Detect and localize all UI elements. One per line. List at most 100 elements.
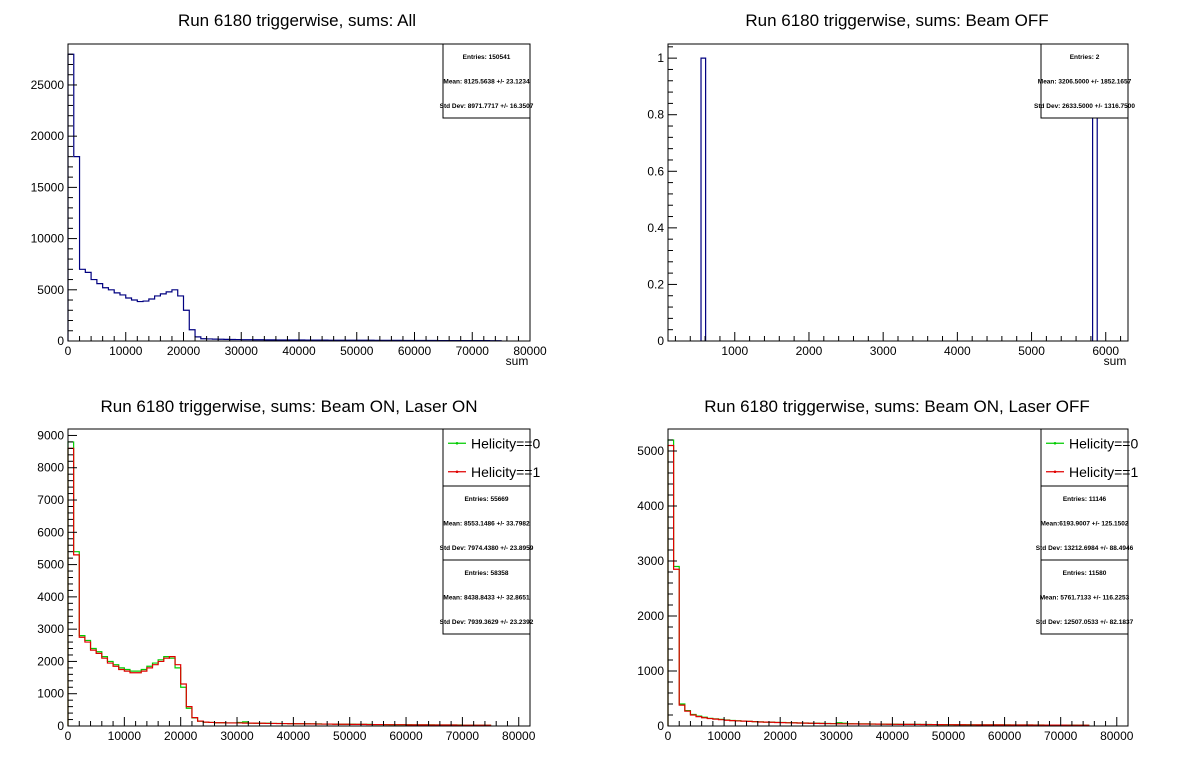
x-tick-label: 0 <box>665 729 672 743</box>
y-tick-label: 0.2 <box>647 277 664 291</box>
y-axis: 0 5000 10000 15000 20000 25000 <box>31 43 77 348</box>
y-tick-label: 0.6 <box>647 164 664 178</box>
legend-label: Helicity==0 <box>1069 435 1138 451</box>
x-tick-label: 40000 <box>876 729 910 743</box>
x-tick-label: 20000 <box>167 344 201 358</box>
y-tick-label: 0 <box>57 719 64 733</box>
x-tick-label: 60000 <box>988 729 1022 743</box>
x-tick-label: 50000 <box>340 344 374 358</box>
x-tick-label: 60000 <box>398 344 432 358</box>
legend-label: Helicity==0 <box>471 435 540 451</box>
stats-box-1: Entries: 150541 Mean: 8125.5638 +/- 23.12… <box>440 43 534 119</box>
x-tick-label: 50000 <box>333 729 367 743</box>
stats-line: Mean: 5761.7133 +/- 116.2253 <box>1040 595 1130 602</box>
stats-box-1: Entries: 2 Mean: 3206.5000 +/- 1852.1657 S… <box>1034 43 1135 119</box>
y-tick-label: 9000 <box>37 428 64 442</box>
y-tick-label: 0.4 <box>647 221 664 235</box>
x-tick-label: 30000 <box>820 729 854 743</box>
histogram-panel-3: Run 6180 triggerwise, sums: Beam ON, Las… <box>37 397 540 743</box>
stats-line: Std Dev: 2633.5000 +/- 1316.7500 <box>1034 103 1135 110</box>
x-tick-label: 30000 <box>225 344 259 358</box>
legend-marker <box>1053 441 1057 445</box>
y-tick-label: 0 <box>57 334 64 348</box>
x-tick-label: 70000 <box>1044 729 1078 743</box>
y-tick-label: 4000 <box>637 499 664 513</box>
y-tick-label: 3000 <box>37 622 64 636</box>
legend: Helicity==0 Helicity==1 <box>442 428 540 487</box>
legend-marker <box>455 470 459 474</box>
x-tick-label: 80000 <box>513 344 547 358</box>
y-axis: 0 1000 2000 3000 4000 5000 6000 7000 8000 9000 <box>37 428 77 733</box>
legend-marker <box>455 441 459 445</box>
stats-box-1: Entries: 55669 Mean: 8553.1486 +/- 33.798… <box>440 485 534 561</box>
stats-box-1: Entries: 11146 Mean:6193.9007 +/- 125.150… <box>1036 485 1134 561</box>
histogram-series-group <box>67 441 492 726</box>
histogram-series-1 <box>67 53 502 342</box>
x-tick-label: 60000 <box>389 729 423 743</box>
x-axis: 1000 2000 3000 4000 5000 6000 <box>674 332 1122 358</box>
x-tick-label: 20000 <box>764 729 798 743</box>
histogram-series-group <box>667 439 1090 726</box>
legend-marker <box>1053 470 1057 474</box>
x-tick-label: 50000 <box>932 729 966 743</box>
stats-line: Mean: 8125.5638 +/- 23.1234 <box>443 79 530 86</box>
x-tick-label: 20000 <box>164 729 198 743</box>
stats-box-frame <box>442 559 531 635</box>
histogram-series-1 <box>67 441 492 726</box>
x-tick-label: 4000 <box>944 344 971 358</box>
y-tick-label: 5000 <box>37 283 64 297</box>
panel-title: Run 6180 triggerwise, sums: Beam OFF <box>745 11 1048 30</box>
histogram-series-2 <box>67 447 492 726</box>
panel-title: Run 6180 triggerwise, sums: Beam ON, Las… <box>704 397 1089 416</box>
histogram-series-group <box>67 53 502 342</box>
y-tick-label: 20000 <box>31 129 65 143</box>
y-tick-label: 1 <box>657 51 664 65</box>
x-tick-label: 5000 <box>1018 344 1045 358</box>
stats-line: Entries: 58358 <box>464 570 508 577</box>
x-axis-label: sum <box>1104 354 1127 368</box>
legend-box <box>442 428 531 487</box>
histogram-panel-1: Run 6180 triggerwise, sums: All 0 10000 200… <box>31 11 547 368</box>
stats-line: Std Dev: 7974.4380 +/- 23.8959 <box>440 545 534 552</box>
x-tick-label: 10000 <box>109 344 143 358</box>
y-tick-label: 6000 <box>37 525 64 539</box>
stats-line: Std Dev: 8971.7717 +/- 16.3507 <box>440 103 534 110</box>
stats-line: Entries: 11146 <box>1063 496 1107 503</box>
stats-line: Mean: 3206.5000 +/- 1852.1657 <box>1038 79 1132 86</box>
x-tick-label: 70000 <box>456 344 490 358</box>
stats-box-frame <box>1040 43 1129 119</box>
y-tick-label: 2000 <box>637 609 664 623</box>
histogram-series-1 <box>700 57 1098 341</box>
y-tick-label: 25000 <box>31 78 65 92</box>
x-tick-label: 6000 <box>1092 344 1119 358</box>
legend-label: Helicity==1 <box>471 464 540 480</box>
stats-line: Mean:6193.9007 +/- 125.1502 <box>1041 521 1129 528</box>
histogram-series-group <box>700 57 1098 341</box>
stats-line: Entries: 55669 <box>464 496 508 503</box>
y-tick-label: 2000 <box>37 654 64 668</box>
panel-title: Run 6180 triggerwise, sums: Beam ON, Las… <box>101 397 478 416</box>
stats-line: Std Dev: 12507.0533 +/- 82.1837 <box>1036 619 1134 626</box>
x-axis-label: sum <box>506 354 529 368</box>
x-tick-label: 80000 <box>502 729 536 743</box>
y-axis: 0 0.2 0.4 0.6 0.8 1 <box>647 46 677 348</box>
y-tick-label: 0 <box>657 719 664 733</box>
x-tick-label: 1000 <box>721 344 748 358</box>
x-axis: 0 10000 20000 30000 40000 50000 60000 70000 8000… <box>65 717 536 743</box>
stats-line: Mean: 8438.8433 +/- 32.8651 <box>443 595 530 602</box>
stats-line: Std Dev: 13212.6984 +/- 88.4946 <box>1036 545 1134 552</box>
stats-line: Entries: 2 <box>1070 54 1100 61</box>
y-tick-label: 7000 <box>37 493 64 507</box>
legend: Helicity==0 Helicity==1 <box>1040 428 1138 487</box>
stats-box-2: Entries: 58358 Mean: 8438.8433 +/- 32.865… <box>440 559 534 635</box>
y-tick-label: 8000 <box>37 461 64 475</box>
y-tick-label: 1000 <box>637 664 664 678</box>
x-tick-label: 80000 <box>1100 729 1134 743</box>
y-tick-label: 0 <box>657 334 664 348</box>
stats-line: Mean: 8553.1486 +/- 33.7982 <box>443 521 530 528</box>
stats-box-frame <box>442 485 531 561</box>
y-tick-label: 4000 <box>37 590 64 604</box>
x-tick-label: 70000 <box>446 729 480 743</box>
y-tick-label: 15000 <box>31 180 65 194</box>
panel-title: Run 6180 triggerwise, sums: All <box>178 11 416 30</box>
